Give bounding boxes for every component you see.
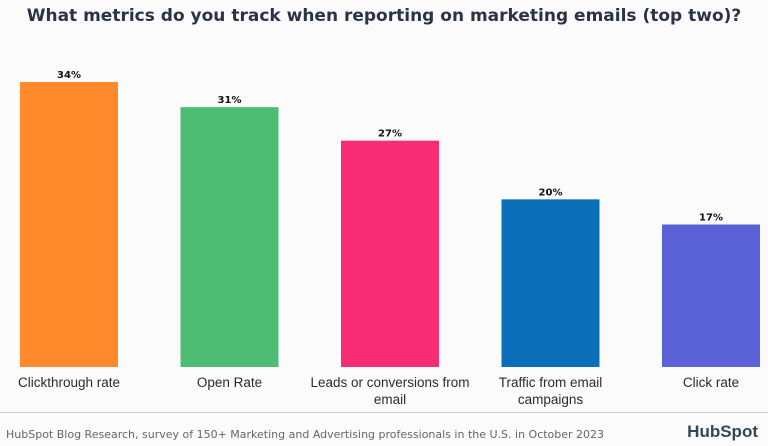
bar-4 xyxy=(501,199,600,367)
value-label-4: 20% xyxy=(539,187,563,198)
chart-title: What metrics do you track when reporting… xyxy=(26,6,742,26)
value-label-3: 27% xyxy=(378,129,402,140)
value-label-1: 34% xyxy=(57,70,81,81)
category-label-3: Leads or conversions from email xyxy=(310,375,470,407)
bar-2 xyxy=(180,107,279,367)
category-label-4: Traffic from email campaigns xyxy=(498,375,603,407)
value-label-5: 17% xyxy=(699,213,723,224)
bar-5 xyxy=(662,224,760,367)
category-label-1: Clickthrough rate xyxy=(17,375,121,390)
hubspot-logo: HubSpot xyxy=(687,422,758,441)
bar-3 xyxy=(341,140,439,367)
category-label-5: Click rate xyxy=(682,375,740,390)
category-label-2: Open Rate xyxy=(196,375,263,390)
footer-divider xyxy=(0,412,768,413)
value-label-2: 31% xyxy=(218,95,242,106)
bar-1 xyxy=(20,82,118,367)
source-note: HubSpot Blog Research, survey of 150+ Ma… xyxy=(6,428,605,441)
